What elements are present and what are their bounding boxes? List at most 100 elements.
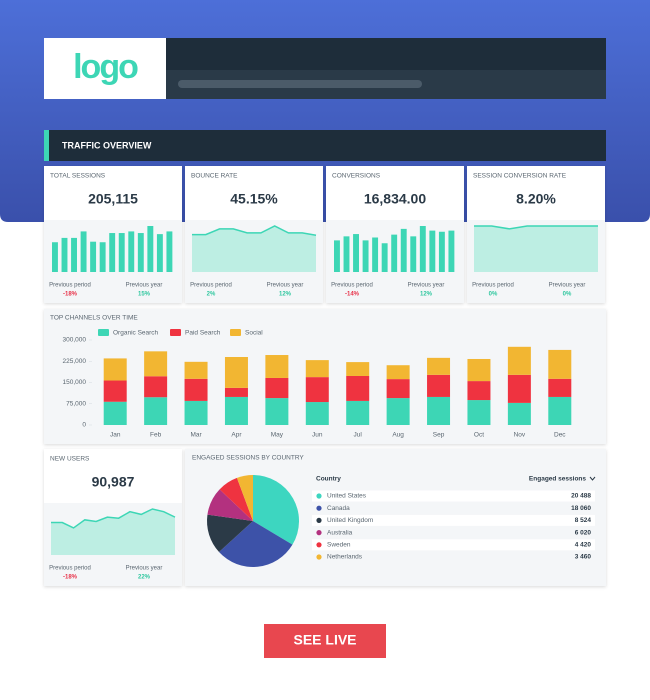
kpi-value: 16,834.00 — [364, 191, 426, 207]
kpi-value: 205,115 — [88, 191, 138, 207]
bar-segment — [305, 360, 329, 378]
country-name: Australia — [327, 529, 353, 536]
bar — [410, 236, 417, 272]
card-header — [185, 166, 323, 220]
y-tick-label: 225,000 — [63, 358, 87, 365]
legend-dot — [316, 505, 322, 511]
bar-segment — [467, 400, 491, 425]
bar — [419, 226, 426, 272]
bar-segment — [184, 400, 208, 425]
comparison-label: Previous year — [267, 283, 304, 289]
column-header: Engaged sessions — [529, 476, 586, 483]
bar — [61, 237, 68, 272]
see-live-button[interactable] — [264, 624, 386, 658]
x-tick-label: Feb — [150, 432, 162, 439]
country-value: 3 460 — [575, 554, 592, 561]
bar — [147, 226, 154, 272]
y-tick-label: 75,000 — [66, 400, 86, 407]
bar — [353, 234, 359, 272]
table-row — [312, 502, 595, 514]
area — [192, 226, 316, 272]
legend-swatch — [98, 329, 109, 336]
card-header — [467, 166, 605, 220]
area — [51, 509, 175, 555]
section-bar — [44, 130, 606, 161]
legend-dot — [316, 517, 322, 524]
x-tick-label: Aug — [392, 432, 404, 439]
bar-segment — [144, 397, 168, 425]
x-tick-label: Oct — [474, 432, 484, 439]
card-title: BOUNCE RATE — [191, 173, 238, 180]
section-title: TRAFFIC OVERVIEW — [62, 140, 152, 150]
legend-swatch — [230, 329, 241, 336]
sort-chevron — [589, 476, 596, 481]
country-value: 6 020 — [575, 529, 592, 536]
legend-label: Social — [245, 330, 263, 337]
bar-segment — [386, 379, 410, 399]
comparison-change: -14% — [345, 292, 360, 298]
card-title: TOP CHANNELS OVER TIME — [50, 315, 138, 322]
bar — [118, 233, 125, 272]
bar-segment — [103, 401, 127, 425]
column-header: Country — [316, 476, 341, 483]
bar — [166, 231, 173, 272]
bar-segment — [548, 378, 572, 397]
comparison-change: 12% — [420, 292, 433, 298]
bar — [400, 228, 407, 272]
bar-segment — [548, 349, 572, 379]
pie-slice — [253, 475, 299, 545]
bar-segment — [305, 377, 329, 403]
comparison-change: 0% — [563, 292, 572, 298]
x-tick-label: Apr — [231, 432, 242, 439]
y-tick-label: 0 — [82, 422, 86, 429]
bar-segment — [507, 346, 531, 375]
bar — [372, 237, 379, 272]
bar-segment — [507, 374, 531, 403]
kpi-value: 90,987 — [92, 474, 135, 490]
x-tick-label: Mar — [190, 432, 202, 439]
bar-segment — [224, 357, 248, 388]
country-name: Canada — [327, 505, 350, 512]
x-tick-label: May — [271, 432, 284, 439]
bar — [448, 230, 455, 272]
card-header — [326, 166, 464, 220]
y-tick-label: 150,000 — [63, 379, 87, 386]
country-value: 4 420 — [575, 542, 592, 549]
legend-swatch — [170, 329, 181, 336]
card-title: CONVERSIONS — [332, 173, 381, 180]
comparison-change: 2% — [207, 292, 216, 298]
pie-slice — [236, 475, 253, 521]
bar — [71, 237, 77, 272]
comparison-change: 0% — [489, 292, 498, 298]
comparison-change: -18% — [63, 575, 78, 581]
section-accent — [44, 130, 49, 161]
line — [51, 508, 176, 529]
country-value: 20 488 — [571, 493, 591, 500]
x-tick-label: Sep — [433, 432, 445, 439]
bar-segment — [346, 400, 370, 425]
comparison-label: Previous year — [408, 283, 445, 289]
country-name: United Kingdom — [327, 517, 373, 524]
pie-slice — [207, 489, 253, 521]
table-row — [312, 551, 595, 563]
bar-segment — [184, 361, 208, 379]
bar-segment — [103, 380, 127, 402]
card-title: TOTAL SESSIONS — [50, 173, 106, 180]
bar-segment — [467, 358, 491, 382]
logo: logo — [73, 48, 138, 86]
bar — [334, 240, 340, 272]
bar-segment — [184, 378, 208, 401]
legend-dot — [316, 530, 322, 536]
kpi-value: 45.15% — [230, 191, 278, 207]
bar-segment — [224, 396, 248, 425]
legend-dot — [316, 554, 322, 560]
bar-segment — [346, 362, 370, 376]
bar — [391, 234, 398, 272]
comparison-label: Previous year — [549, 283, 586, 289]
legend-label: Paid Search — [185, 330, 221, 337]
see-live-label[interactable]: SEE LIVE — [293, 632, 356, 648]
bar-segment — [103, 358, 127, 381]
country-value: 18 060 — [571, 505, 591, 512]
table-row — [312, 514, 595, 526]
